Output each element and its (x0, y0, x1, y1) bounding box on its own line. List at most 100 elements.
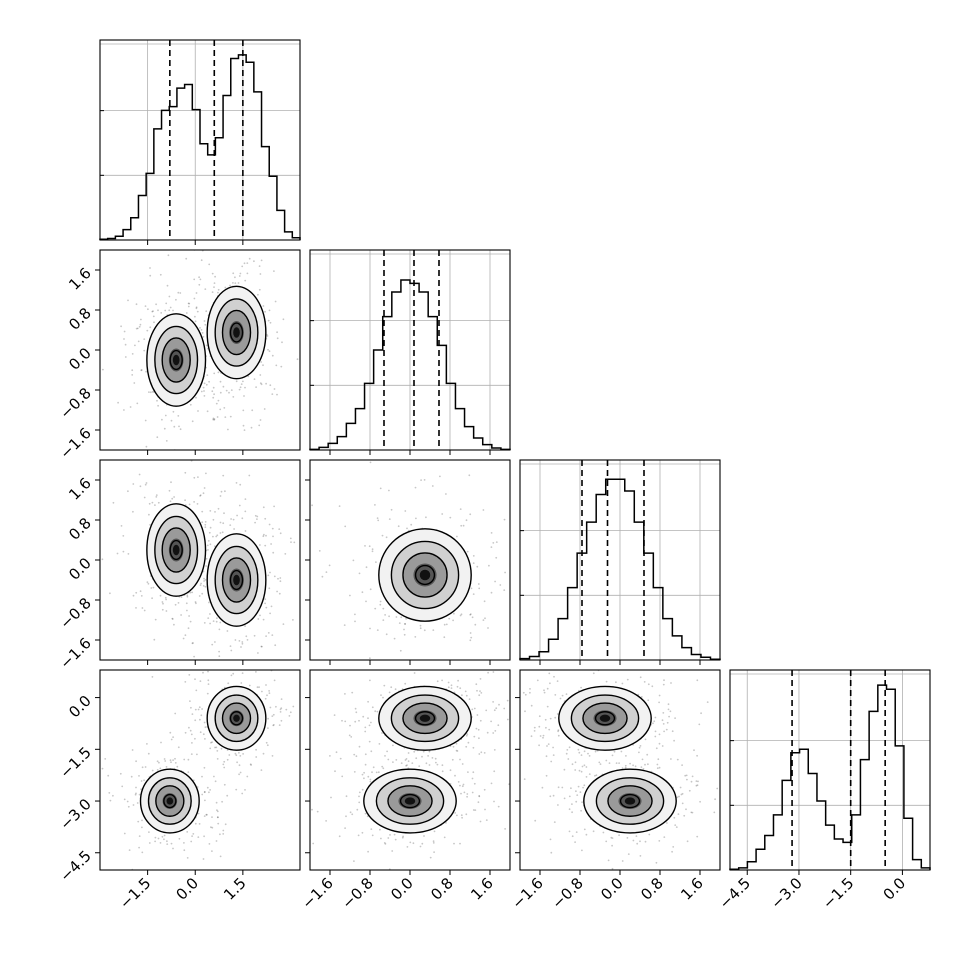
contour-line (147, 777, 192, 825)
scatter-point (213, 418, 216, 420)
scatter-point (431, 757, 434, 759)
scatter-point (172, 410, 175, 413)
scatter-point (571, 763, 574, 766)
scatter-point (281, 341, 283, 344)
scatter-point (379, 487, 382, 490)
scatter-point (203, 580, 206, 582)
scatter-point (387, 758, 390, 761)
contour-line (146, 503, 207, 597)
scatter-point (207, 549, 209, 551)
scatter-point (581, 765, 584, 768)
scatter-point (344, 720, 347, 723)
scatter-point (395, 759, 398, 761)
scatter-point (200, 259, 203, 262)
scatter-point (646, 753, 649, 756)
scatter-point (452, 619, 454, 622)
scatter-point (568, 795, 571, 798)
scatter-point (490, 782, 493, 785)
scatter-point (640, 766, 643, 768)
scatter-point (216, 416, 219, 418)
scatter-point (180, 596, 183, 598)
scatter-point (241, 642, 244, 645)
contour-line (154, 325, 199, 395)
scatter-point (156, 769, 159, 771)
scatter-point (389, 834, 391, 836)
scatter-point (371, 771, 373, 774)
scatter-point (260, 383, 263, 386)
scatter-point (138, 473, 141, 476)
scatter-point (436, 763, 439, 766)
scatter-point (186, 831, 189, 833)
scatter-point (219, 495, 222, 497)
scatter-point (271, 354, 274, 357)
scatter-point (406, 764, 408, 766)
scatter-point (608, 762, 611, 764)
scatter-point (275, 364, 278, 367)
scatter-point (195, 689, 198, 692)
scatter-point (134, 344, 136, 347)
scatter-point (358, 795, 360, 798)
scatter-point (135, 760, 138, 763)
scatter-point (164, 309, 167, 312)
scatter-point (203, 791, 206, 793)
y-tick-label: −4.5 (56, 847, 94, 885)
scatter-point (621, 767, 624, 769)
scatter-point (132, 483, 135, 485)
x-tick-label: 0.0 (172, 874, 202, 904)
scatter-point (217, 822, 220, 825)
scatter-point (240, 646, 242, 648)
y-tick-label: 0.0 (65, 344, 95, 374)
scatter-point (380, 694, 382, 696)
scatter-point (187, 627, 190, 630)
scatter-point (677, 813, 680, 815)
contour-line (214, 298, 259, 367)
scatter-point (567, 758, 570, 760)
scatter-point (199, 494, 202, 497)
scatter-point (321, 575, 324, 578)
scatter-point (170, 481, 172, 484)
scatter-point (428, 764, 431, 766)
scatter-point (171, 617, 174, 620)
scatter-point (104, 758, 107, 760)
scatter-point (188, 302, 191, 305)
scatter-point (545, 774, 548, 777)
scatter-point (461, 763, 464, 765)
scatter-point (124, 343, 127, 346)
scatter-point (107, 774, 110, 777)
scatter-point (454, 774, 456, 777)
panel-contours (378, 528, 472, 622)
scatter-point (197, 708, 200, 711)
contour-line (154, 515, 199, 585)
scatter-point (211, 816, 213, 818)
scatter-point (341, 719, 343, 722)
scatter-point (364, 753, 367, 756)
scatter-point (367, 775, 370, 778)
scatter-point (665, 728, 668, 731)
scatter-point (201, 592, 204, 595)
scatter-point (260, 645, 263, 648)
scatter-point (404, 510, 407, 512)
scatter-point (135, 327, 138, 330)
scatter-point (506, 699, 509, 702)
scatter-point (189, 591, 192, 594)
scatter-point (274, 644, 277, 647)
scatter-point (145, 370, 148, 373)
scatter-point (618, 834, 620, 837)
scatter-point (265, 741, 268, 744)
scatter-point (211, 643, 214, 646)
scatter-point (661, 719, 664, 722)
scatter-point (214, 275, 217, 278)
scatter-point (165, 302, 168, 305)
scatter-point (116, 552, 119, 555)
scatter-point (150, 587, 153, 589)
scatter-point (503, 518, 506, 521)
scatter-point (270, 605, 273, 608)
scatter-point (477, 728, 480, 731)
scatter-point (344, 693, 346, 695)
scatter-point (413, 750, 416, 753)
scatter-point (265, 534, 267, 537)
scatter-point (151, 501, 154, 504)
scatter-point (583, 828, 586, 831)
scatter-point (218, 655, 221, 658)
scatter-point (478, 587, 481, 590)
